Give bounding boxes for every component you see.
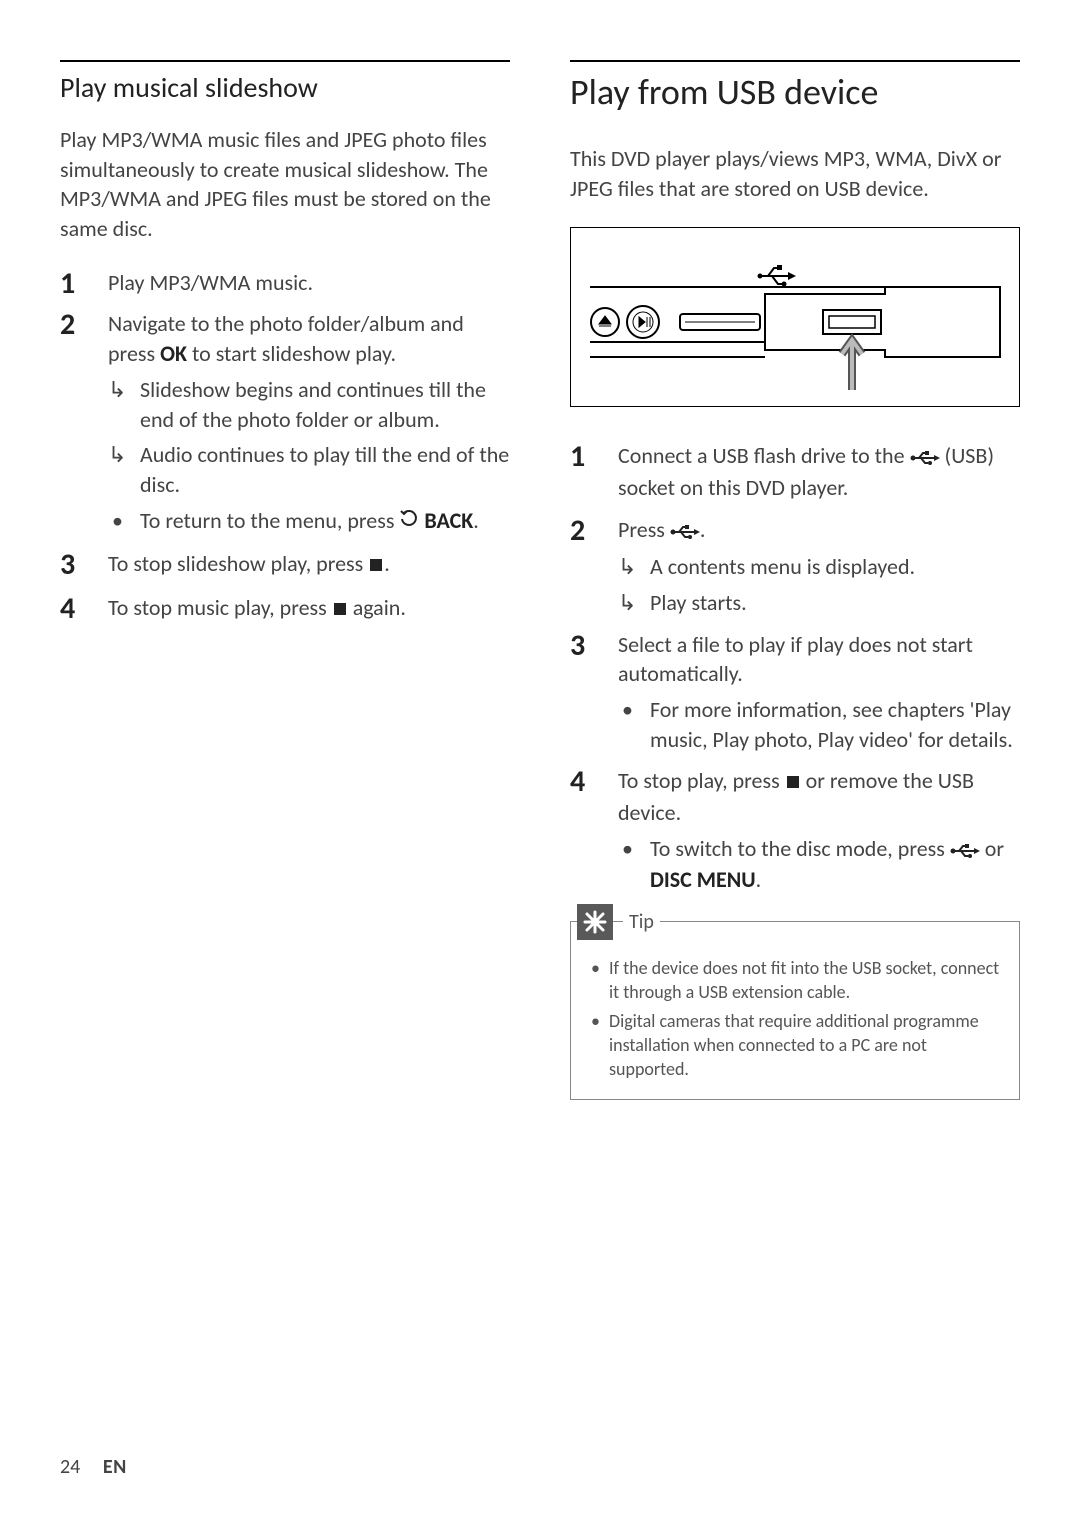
usb-icon xyxy=(910,443,940,473)
step-2: 2 Navigate to the photo folder/album and… xyxy=(60,309,510,537)
step-text: Play MP3/WMA music. xyxy=(108,269,313,296)
sub-item: Audio continues to play till the end of … xyxy=(108,440,510,499)
step-text: Connect a USB flash drive to the (USB) s… xyxy=(618,442,994,501)
stop-icon xyxy=(368,551,384,581)
intro-paragraph: Play MP3/WMA music files and JPEG photo … xyxy=(60,125,510,244)
step-number: 4 xyxy=(570,762,585,803)
step-1: 1 Play MP3/WMA music. xyxy=(60,268,510,298)
step-text: Press . xyxy=(618,516,705,543)
step-3: 3 To stop slideshow play, press . xyxy=(60,549,510,581)
back-label: BACK xyxy=(419,507,473,534)
step-text: Navigate to the photo folder/album and p… xyxy=(108,310,464,367)
disc-menu-label: DISC MENU xyxy=(650,866,756,893)
right-column: Play from USB device This DVD player pla… xyxy=(570,60,1020,1100)
ok-label: OK xyxy=(160,340,187,367)
section-rule xyxy=(570,60,1020,62)
language-code: EN xyxy=(103,1455,127,1479)
sub-item: To switch to the disc mode, press or DIS… xyxy=(618,834,1020,895)
section-rule xyxy=(60,60,510,62)
intro-paragraph: This DVD player plays/views MP3, WMA, Di… xyxy=(570,144,1020,203)
tip-box: Tip If the device does not fit into the … xyxy=(570,921,1020,1100)
usb-icon xyxy=(670,517,700,547)
sub-item: Slideshow begins and continues till the … xyxy=(108,375,510,434)
step-number: 4 xyxy=(60,589,75,630)
step-number: 1 xyxy=(60,264,75,305)
step-4: 4 To stop play, press or remove the USB … xyxy=(570,766,1020,895)
page-number: 24 xyxy=(60,1455,80,1479)
sub-item: A contents menu is displayed. xyxy=(618,552,1020,582)
step-4: 4 To stop music play, press again. xyxy=(60,593,510,625)
step-text: Select a file to play if play does not s… xyxy=(618,631,973,688)
page-footer: 24 EN xyxy=(60,1455,127,1479)
step-text: To stop play, press or remove the USB de… xyxy=(618,767,974,826)
step-text: To stop slideshow play, press . xyxy=(108,550,390,577)
step-number: 3 xyxy=(60,545,75,586)
asterisk-icon xyxy=(577,904,613,940)
step-1: 1 Connect a USB flash drive to the (USB)… xyxy=(570,441,1020,502)
section-heading: Play from USB device xyxy=(570,70,1020,114)
step-3: 3 Select a file to play if play does not… xyxy=(570,630,1020,755)
usb-icon xyxy=(950,836,980,866)
tip-header: Tip xyxy=(571,900,1019,944)
stop-icon xyxy=(332,595,348,625)
tip-list: If the device does not fit into the USB … xyxy=(571,944,1019,1099)
steps-list: 1 Connect a USB flash drive to the (USB)… xyxy=(570,441,1020,895)
left-column: Play musical slideshow Play MP3/WMA musi… xyxy=(60,60,510,1100)
back-icon xyxy=(399,507,419,537)
stop-icon xyxy=(785,768,801,798)
step-number: 2 xyxy=(60,305,75,346)
tip-item: If the device does not fit into the USB … xyxy=(589,956,1001,1005)
tip-item: Digital cameras that require additional … xyxy=(589,1009,1001,1082)
step-2: 2 Press . A contents menu is displayed. … xyxy=(570,515,1020,618)
sub-list: To switch to the disc mode, press or DIS… xyxy=(618,834,1020,895)
tip-title: Tip xyxy=(623,910,660,934)
section-heading: Play musical slideshow xyxy=(60,70,510,105)
step-number: 3 xyxy=(570,626,585,667)
step-text: To stop music play, press again. xyxy=(108,594,406,621)
sub-item: For more information, see chapters 'Play… xyxy=(618,695,1020,754)
step-number: 1 xyxy=(570,437,585,478)
steps-list: 1 Play MP3/WMA music. 2 Navigate to the … xyxy=(60,268,510,625)
sub-list: A contents menu is displayed. Play start… xyxy=(618,552,1020,617)
sub-list: For more information, see chapters 'Play… xyxy=(618,695,1020,754)
sub-item: Play starts. xyxy=(618,588,1020,618)
sub-list: Slideshow begins and continues till the … xyxy=(108,375,510,537)
dvd-player-illustration xyxy=(585,242,1005,392)
device-figure xyxy=(570,227,1020,407)
sub-item: To return to the menu, press BACK. xyxy=(108,506,510,538)
step-number: 2 xyxy=(570,511,585,552)
